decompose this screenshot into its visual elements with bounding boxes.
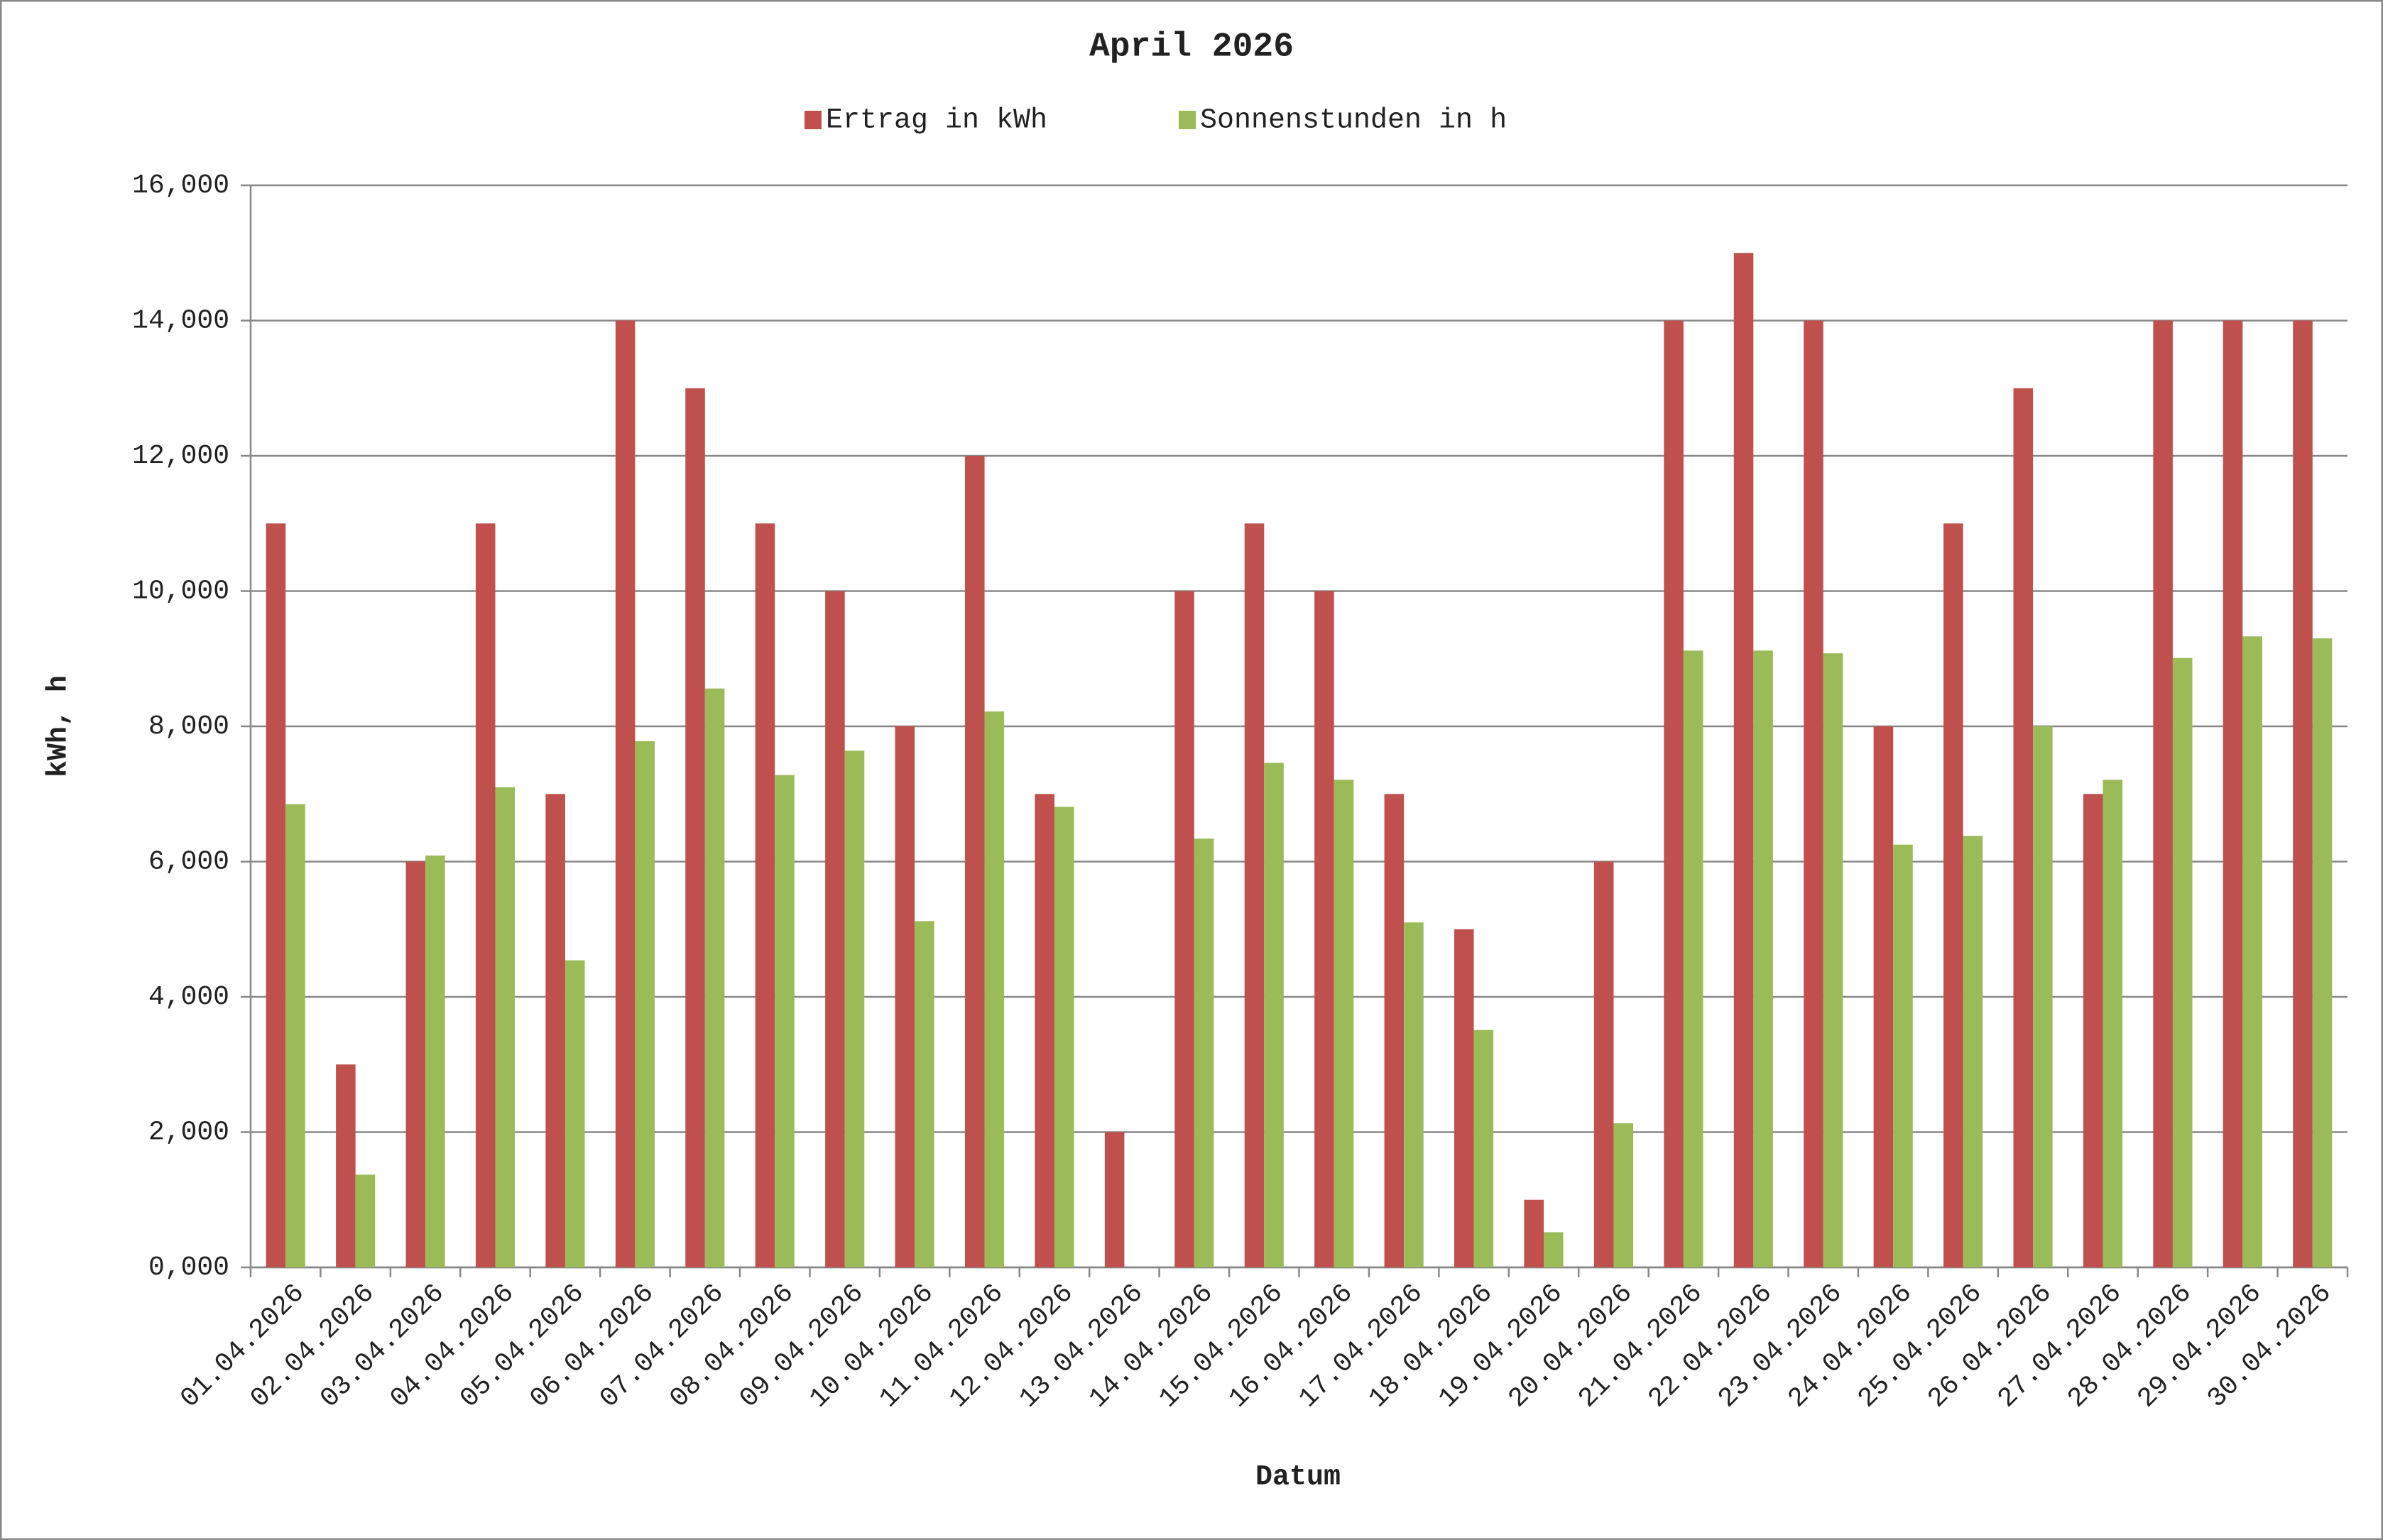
bar bbox=[895, 726, 915, 1267]
bar bbox=[2083, 794, 2103, 1267]
bar bbox=[1174, 591, 1194, 1267]
bar bbox=[964, 456, 985, 1267]
y-tick-label: 16,000 bbox=[132, 170, 229, 201]
bar bbox=[285, 804, 305, 1267]
bar bbox=[2153, 320, 2173, 1267]
y-tick-label: 0,000 bbox=[148, 1252, 229, 1283]
chart-title: April 2026 bbox=[1089, 28, 1294, 67]
bar bbox=[2103, 780, 2123, 1267]
bar bbox=[1943, 523, 1963, 1267]
bar bbox=[355, 1174, 376, 1267]
bar bbox=[755, 523, 775, 1267]
y-axis-label: kWh, h bbox=[43, 675, 75, 777]
bar bbox=[1104, 1132, 1125, 1267]
bar bbox=[1035, 794, 1054, 1267]
y-tick-label: 2,000 bbox=[148, 1118, 229, 1148]
bar bbox=[336, 1064, 356, 1267]
bar bbox=[1593, 861, 1614, 1267]
bar bbox=[1054, 807, 1074, 1267]
bar bbox=[844, 750, 865, 1267]
y-tick-label: 10,000 bbox=[132, 577, 229, 607]
bar bbox=[425, 855, 445, 1267]
bar bbox=[615, 320, 636, 1267]
bar bbox=[775, 775, 795, 1267]
bar bbox=[685, 388, 705, 1267]
legend-swatch bbox=[805, 111, 822, 129]
bar bbox=[1804, 320, 1823, 1267]
bar bbox=[825, 591, 845, 1267]
bar bbox=[565, 960, 585, 1267]
bar bbox=[1873, 726, 1894, 1267]
bar bbox=[2242, 636, 2262, 1267]
bar bbox=[545, 794, 565, 1267]
bar bbox=[2223, 320, 2243, 1267]
x-axis-label: Datum bbox=[1255, 1462, 1341, 1494]
bar bbox=[1384, 794, 1405, 1267]
bar bbox=[1893, 844, 1913, 1267]
bar bbox=[915, 921, 934, 1267]
y-tick-label: 8,000 bbox=[148, 711, 229, 742]
bar bbox=[475, 523, 496, 1267]
y-tick-label: 4,000 bbox=[148, 982, 229, 1012]
bar bbox=[405, 861, 426, 1267]
bar bbox=[1613, 1123, 1634, 1267]
bar bbox=[2013, 388, 2034, 1267]
y-tick-label: 12,000 bbox=[132, 441, 229, 471]
bar bbox=[1264, 763, 1284, 1267]
bar bbox=[1404, 922, 1424, 1267]
bar bbox=[1244, 523, 1265, 1267]
bar bbox=[984, 711, 1005, 1267]
legend-swatch bbox=[1179, 111, 1196, 129]
bar bbox=[1454, 929, 1474, 1267]
bar bbox=[704, 688, 725, 1267]
bar bbox=[1963, 836, 1983, 1267]
bar bbox=[2312, 638, 2333, 1267]
bar bbox=[1473, 1030, 1494, 1267]
bar bbox=[495, 787, 516, 1267]
bar bbox=[635, 741, 655, 1267]
bar bbox=[1544, 1232, 1564, 1267]
bar bbox=[2293, 320, 2313, 1267]
bar bbox=[1823, 653, 1843, 1267]
bar bbox=[1334, 780, 1354, 1267]
y-tick-label: 14,000 bbox=[132, 306, 229, 337]
bar bbox=[1683, 650, 1703, 1267]
bar bbox=[2033, 726, 2053, 1267]
bar bbox=[1314, 591, 1334, 1267]
bar bbox=[1753, 650, 1773, 1267]
bar bbox=[2172, 657, 2193, 1267]
legend-label: Ertrag in kWh bbox=[826, 105, 1047, 137]
legend-label: Sonnenstunden in h bbox=[1200, 105, 1507, 137]
bar bbox=[1664, 320, 1684, 1267]
bar bbox=[266, 523, 286, 1267]
bar bbox=[1524, 1199, 1544, 1267]
y-tick-label: 6,000 bbox=[148, 847, 229, 878]
bar bbox=[1733, 253, 1754, 1267]
bar bbox=[1194, 839, 1214, 1267]
